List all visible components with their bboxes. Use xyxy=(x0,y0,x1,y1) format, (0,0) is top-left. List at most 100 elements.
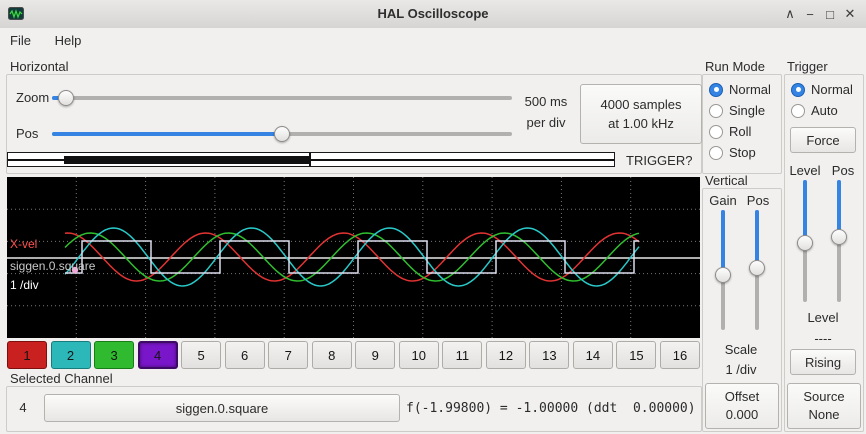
samples-button[interactable]: 4000 samples at 1.00 kHz xyxy=(580,84,702,144)
maximize-icon[interactable]: □ xyxy=(826,6,834,22)
run-mode-radio-label: Single xyxy=(729,103,766,118)
trigger-pos-slider-label: Pos xyxy=(831,163,855,178)
channel-button-16[interactable]: 16 xyxy=(659,341,700,369)
run-mode-options: Normal Single Roll Stop xyxy=(709,79,779,163)
channel-button-7[interactable]: 7 xyxy=(268,341,309,369)
vertical-gain-slider[interactable] xyxy=(715,210,731,330)
channel-value-readout: f(-1.99800) = -1.00000 (ddt 0.00000) xyxy=(406,401,696,416)
menu-file[interactable]: File xyxy=(10,33,31,48)
trigger-group-label: Trigger xyxy=(787,59,828,74)
channel-button-13[interactable]: 13 xyxy=(529,341,570,369)
run-mode-group-label: Run Mode xyxy=(705,59,765,74)
radio-unselected-icon xyxy=(709,103,723,118)
trigger-status-label: TRIGGER? xyxy=(626,153,693,168)
selected-channel-frame xyxy=(6,386,702,432)
trigger-source-label: Source xyxy=(803,389,845,404)
slider-knob[interactable] xyxy=(57,90,74,106)
trigger-options: Normal Auto xyxy=(791,79,861,121)
run-mode-radio-normal[interactable]: Normal xyxy=(709,79,779,100)
channel-button-6[interactable]: 6 xyxy=(224,341,265,369)
timebase-line2: per div xyxy=(526,115,566,130)
slider-fill xyxy=(803,180,807,244)
selected-channel-group-label: Selected Channel xyxy=(10,371,113,386)
horizontal-group-label: Horizontal xyxy=(10,59,69,74)
trace-label-scale: 1 /div xyxy=(10,278,39,292)
zoom-slider[interactable] xyxy=(52,90,512,106)
vertical-pos-slider[interactable] xyxy=(749,210,765,330)
trigger-frame xyxy=(784,74,864,432)
channel-button-1[interactable]: 1 xyxy=(7,341,47,369)
channel-button-15[interactable]: 15 xyxy=(616,341,657,369)
channel-button-8[interactable]: 8 xyxy=(311,341,352,369)
channel-button-14[interactable]: 14 xyxy=(572,341,613,369)
trace-marker-dot xyxy=(71,266,79,274)
slider-knob[interactable] xyxy=(749,259,765,276)
scope-display: X-vel siggen.0.square 1 /div xyxy=(7,177,700,338)
vertical-group-label: Vertical xyxy=(705,173,748,188)
trigger-mode-radio-label: Normal xyxy=(811,82,853,97)
app-icon xyxy=(8,7,24,20)
menu-bar: File Help xyxy=(0,28,866,55)
channel-button-3[interactable]: 3 xyxy=(94,341,135,369)
title-bar: HAL Oscilloscope ∧ − □ ✕ xyxy=(0,0,866,29)
trigger-level-value: ---- xyxy=(814,331,832,346)
trace-label-xvel: X-vel xyxy=(10,237,38,251)
slider-knob[interactable] xyxy=(274,126,290,142)
window-title: HAL Oscilloscope xyxy=(377,6,489,21)
slider-knob[interactable] xyxy=(715,266,731,283)
trigger-mode-radio-auto[interactable]: Auto xyxy=(791,100,861,121)
channel-button-2[interactable]: 2 xyxy=(50,341,91,369)
close-icon[interactable]: ✕ xyxy=(844,6,856,21)
slider-knob[interactable] xyxy=(797,235,813,252)
slider-fill xyxy=(52,132,282,136)
channel-button-5[interactable]: 5 xyxy=(181,341,222,369)
channel-row: 1 2 3 4 5 6 7 8 9 10 11 12 13 14 15 16 xyxy=(7,341,700,369)
slider-track xyxy=(52,96,512,100)
trigger-level-slider-label: Level xyxy=(789,163,821,178)
trigger-source-button[interactable]: Source None xyxy=(787,383,861,429)
vertical-pos-slider-label: Pos xyxy=(746,193,770,208)
run-mode-radio-label: Roll xyxy=(729,124,752,139)
selected-channel-source-button[interactable]: siggen.0.square xyxy=(44,394,400,422)
trigger-level-slider[interactable] xyxy=(797,180,813,302)
window-controls: ∧ − □ ✕ xyxy=(780,0,860,28)
trigger-edge-button[interactable]: Rising xyxy=(790,349,856,375)
trigger-mode-radio-normal[interactable]: Normal xyxy=(791,79,861,100)
trace-X-vel xyxy=(64,232,640,282)
timebase-readout: 500 ms per div xyxy=(516,91,576,133)
radio-unselected-icon xyxy=(791,103,805,118)
trigger-source-value: None xyxy=(808,407,840,422)
run-mode-radio-stop[interactable]: Stop xyxy=(709,142,779,163)
preview-trigger-marker xyxy=(309,153,311,166)
radio-selected-icon xyxy=(791,82,805,97)
vertical-offset-button[interactable]: Offset 0.000 xyxy=(705,383,779,429)
record-preview-bar xyxy=(7,152,615,167)
channel-button-9[interactable]: 9 xyxy=(355,341,396,369)
slider-knob[interactable] xyxy=(831,229,847,246)
trace-label-selected: siggen.0.square xyxy=(10,259,96,273)
slider-fill xyxy=(837,180,841,238)
menu-help[interactable]: Help xyxy=(54,33,82,48)
minimize-icon[interactable]: − xyxy=(806,6,814,22)
channel-button-10[interactable]: 10 xyxy=(398,341,439,369)
trigger-pos-slider[interactable] xyxy=(831,180,847,302)
run-mode-radio-label: Normal xyxy=(729,82,771,97)
radio-unselected-icon xyxy=(709,145,723,160)
trigger-mode-radio-label: Auto xyxy=(811,103,838,118)
run-mode-radio-roll[interactable]: Roll xyxy=(709,121,779,142)
channel-button-4[interactable]: 4 xyxy=(137,341,178,369)
shade-icon[interactable]: ∧ xyxy=(785,6,795,21)
preview-view-window xyxy=(64,156,310,164)
run-mode-radio-single[interactable]: Single xyxy=(709,100,779,121)
pos-slider[interactable] xyxy=(52,126,512,142)
trigger-force-button[interactable]: Force xyxy=(790,127,856,153)
channel-button-11[interactable]: 11 xyxy=(442,341,483,369)
slider-fill xyxy=(755,210,759,268)
timebase-line1: 500 ms xyxy=(524,94,568,109)
channel-button-12[interactable]: 12 xyxy=(485,341,526,369)
slider-fill xyxy=(721,210,725,275)
vertical-offset-label: Offset xyxy=(724,389,760,404)
run-mode-frame xyxy=(702,74,782,174)
vertical-frame xyxy=(702,188,782,432)
samples-line1: 4000 samples xyxy=(600,97,682,112)
